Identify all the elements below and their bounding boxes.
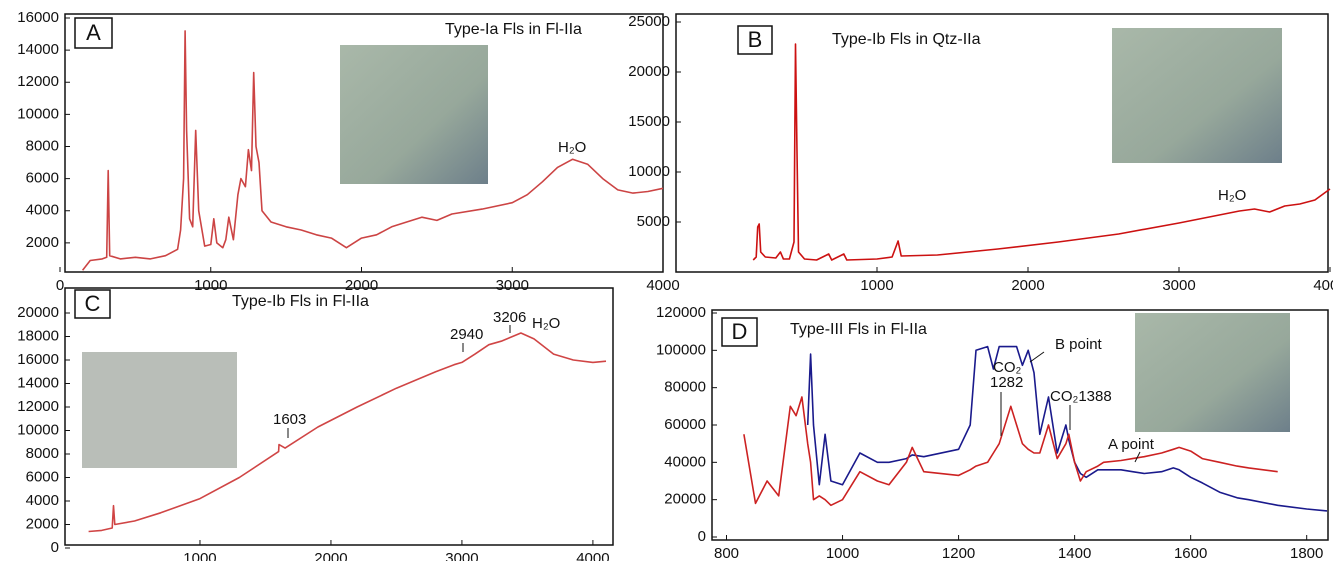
x-tick-label: 3000 — [445, 550, 478, 561]
y-tick-label: 6000 — [26, 170, 59, 187]
inset-photo — [82, 352, 237, 468]
y-tick-label: 10000 — [17, 105, 59, 122]
panel-title: Type-Ib Fls in Qtz-IIa — [832, 31, 981, 48]
panel-label-box — [74, 289, 111, 319]
plot-frame — [64, 13, 664, 273]
y-tick-label: 80000 — [664, 379, 706, 396]
annotation: 1603 — [273, 411, 306, 428]
panel-title: Type-III Fls in Fl-IIa — [790, 321, 927, 338]
x-tick-label: 1200 — [942, 545, 975, 561]
x-tick-label: 2000 — [345, 277, 378, 294]
plot-frame — [64, 287, 614, 546]
x-tick-label: 1000 — [183, 550, 216, 561]
inset-photo — [340, 45, 488, 184]
panel-title: Type-Ia Fls in Fl-IIa — [445, 21, 582, 38]
spectrum-line — [806, 345, 1328, 512]
annotation: CO₂ — [993, 359, 1022, 376]
y-tick-label: 15000 — [628, 113, 670, 130]
y-tick-label: 12000 — [17, 73, 59, 90]
panel-label: D — [732, 319, 748, 344]
x-tick-label: 2000 — [314, 550, 347, 561]
panel-title: Type-Ib Fls in Fl-IIa — [232, 293, 369, 310]
panel-label: B — [748, 27, 763, 52]
y-tick-label: 100000 — [656, 341, 706, 358]
x-tick-label: 4000 — [576, 550, 609, 561]
y-tick-label: 5000 — [637, 213, 670, 230]
series-label: B point — [1055, 336, 1103, 353]
spectrum-line — [88, 332, 607, 533]
spectrum-line — [743, 396, 1278, 507]
y-tick-label: 2000 — [26, 234, 59, 251]
spectrum-line — [752, 43, 1331, 261]
x-tick-label: 1000 — [194, 277, 227, 294]
panel-label-box — [74, 17, 113, 49]
y-tick-label: 8000 — [26, 137, 59, 154]
annotation: 3206 — [493, 309, 526, 326]
annotation: H₂O — [558, 139, 586, 156]
y-tick-label: 6000 — [26, 468, 59, 485]
annotation: 2940 — [450, 326, 483, 343]
x-tick-label: 1400 — [1058, 545, 1091, 561]
y-tick-label: 4000 — [26, 202, 59, 219]
panel-label: A — [86, 20, 101, 45]
panel-label: C — [85, 291, 101, 316]
y-tick-label: 14000 — [17, 41, 59, 58]
inset-photo — [1112, 28, 1282, 163]
x-tick-label: 800 — [714, 545, 739, 561]
panel-label-box — [721, 317, 758, 347]
y-tick-label: 18000 — [17, 327, 59, 344]
x-tick-label: 0 — [56, 277, 64, 294]
series-leader — [1134, 451, 1141, 463]
y-tick-label: 20000 — [664, 491, 706, 508]
x-tick-label: 4000 — [1313, 277, 1333, 294]
y-tick-label: 14000 — [17, 374, 59, 391]
plot-frame — [675, 13, 1329, 273]
y-tick-label: 16000 — [17, 351, 59, 368]
annotation: CO₂1388 — [1050, 388, 1112, 405]
x-tick-label: 3000 — [1162, 277, 1195, 294]
y-tick-label: 0 — [51, 539, 59, 556]
y-tick-label: 25000 — [628, 13, 670, 30]
series-label: A point — [1108, 436, 1155, 453]
x-tick-label: 1800 — [1290, 545, 1323, 561]
y-tick-label: 20000 — [628, 63, 670, 80]
annotation: H₂O — [1218, 187, 1246, 204]
y-tick-label: 16000 — [17, 9, 59, 26]
x-tick-label: 1000 — [826, 545, 859, 561]
series-leader — [1029, 351, 1045, 363]
annotation: H₂O — [532, 315, 560, 332]
y-tick-label: 20000 — [17, 304, 59, 321]
x-tick-label: 4000 — [646, 277, 679, 294]
y-tick-label: 10000 — [628, 163, 670, 180]
y-tick-label: 12000 — [17, 398, 59, 415]
x-tick-label: 1600 — [1174, 545, 1207, 561]
y-tick-label: 0 — [698, 528, 706, 545]
panel-label-box — [737, 25, 773, 55]
x-tick-label: 2000 — [1011, 277, 1044, 294]
spectrum-line — [81, 30, 664, 271]
y-tick-label: 60000 — [664, 416, 706, 433]
annotation: 1282 — [990, 374, 1023, 391]
y-tick-label: 2000 — [26, 515, 59, 532]
y-tick-label: 8000 — [26, 445, 59, 462]
y-tick-label: 120000 — [656, 304, 706, 321]
y-tick-label: 10000 — [17, 421, 59, 438]
inset-photo — [1135, 313, 1290, 432]
x-tick-label: 1000 — [860, 277, 893, 294]
y-tick-label: 4000 — [26, 492, 59, 509]
y-tick-label: 40000 — [664, 453, 706, 470]
x-tick-label: 3000 — [496, 277, 529, 294]
